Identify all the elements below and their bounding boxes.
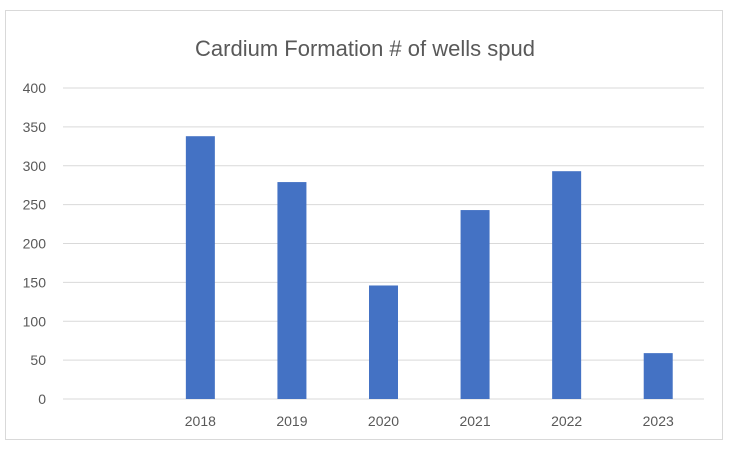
x-tick-label: 2022 [551,413,582,429]
chart-frame: Cardium Formation # of wells spud 0 50 100… [5,10,723,440]
bar-chart: Cardium Formation # of wells spud 0 50 100… [23,36,704,429]
x-tick-label: 2020 [368,413,399,429]
y-tick-label: 400 [23,80,47,96]
x-tick-label: 2021 [459,413,490,429]
chart-title: Cardium Formation # of wells spud [195,36,535,61]
y-tick-label: 250 [23,197,47,213]
gridlines [63,87,704,400]
y-tick-label: 0 [38,391,46,407]
bar-2019 [277,182,307,399]
bar-2020 [369,285,398,399]
x-tick-label: 2018 [185,413,216,429]
bar-2022 [552,171,582,399]
bar-2023 [643,353,673,399]
bars [185,136,673,399]
y-tick-label: 50 [30,352,46,368]
y-tick-label: 100 [23,313,47,329]
x-tick-label: 2019 [276,413,307,429]
y-tick-label: 350 [23,119,47,135]
bar-2021 [460,210,490,399]
bar-2018 [185,136,215,399]
y-tick-label: 150 [23,274,47,290]
y-tick-label: 300 [23,158,47,174]
x-tick-label: 2023 [643,413,674,429]
y-tick-label: 200 [23,236,47,252]
x-axis-ticks: 2018 2019 2020 2021 2022 2023 [185,413,674,429]
y-axis-ticks: 0 50 100 150 200 250 300 350 400 [23,80,47,407]
